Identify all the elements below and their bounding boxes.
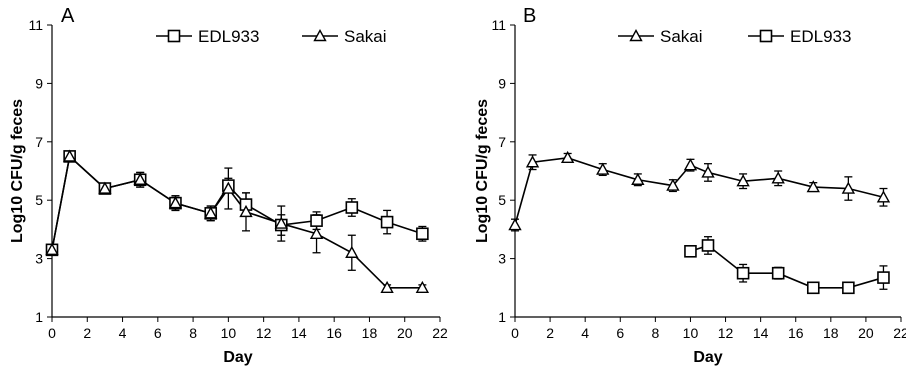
series-line-edl933	[51, 154, 423, 250]
data-point-sakai	[168, 196, 183, 209]
data-point-sakai	[736, 174, 750, 187]
x-tick-label: 12	[256, 325, 272, 341]
y-tick-label: 1	[498, 309, 506, 325]
x-tick-label: 0	[511, 325, 519, 341]
y-tick-label: 9	[498, 75, 506, 91]
data-point-sakai	[771, 171, 785, 184]
data-point-sakai	[841, 181, 856, 194]
x-tick-label: 6	[616, 325, 624, 341]
data-point-sakai	[508, 218, 522, 231]
x-tick-label: 12	[718, 325, 734, 341]
data-point-edl933	[877, 271, 890, 284]
y-tick-label: 3	[498, 251, 506, 267]
legend-label-sakai: Sakai	[344, 27, 387, 46]
x-tick-label: 22	[893, 325, 906, 341]
y-tick-label: 7	[498, 134, 506, 150]
y-tick-label: 5	[498, 192, 506, 208]
x-axis-label-b: Day	[693, 349, 722, 366]
x-tick-label: 10	[221, 325, 237, 341]
data-point-sakai	[221, 181, 236, 194]
y-axis-label-b: Log10 CFU/g feces	[474, 99, 491, 243]
data-point-edl933	[684, 245, 697, 258]
x-tick-label: 22	[432, 325, 448, 341]
legend-entry-sakai: Sakai	[302, 27, 387, 46]
series-line-sakai	[51, 154, 423, 289]
data-point-sakai	[560, 150, 575, 164]
data-point-edl933	[345, 201, 359, 214]
data-point-edl933	[806, 281, 820, 295]
x-tick-label: 16	[326, 325, 342, 341]
data-point-sakai	[204, 206, 218, 219]
panel-label-b: B	[523, 5, 536, 27]
x-tick-label: 20	[858, 325, 874, 341]
y-tick-label: 9	[35, 75, 43, 91]
data-point-sakai	[274, 216, 288, 229]
data-point-sakai	[683, 158, 698, 171]
data-point-edl933	[736, 266, 750, 280]
data-point-sakai	[415, 280, 430, 293]
y-tick-label: 7	[35, 134, 43, 150]
data-point-sakai	[62, 149, 77, 162]
x-tick-label: 18	[823, 325, 839, 341]
chart-panel-b: B Day Log10 CFU/g feces 0 2 4 6 8 10 12 14 16 18 2…	[474, 5, 906, 366]
legend-marker-sakai	[629, 29, 643, 42]
data-point-sakai	[380, 280, 394, 293]
data-point-edl933	[701, 239, 715, 252]
legend-entry-sakai: Sakai	[618, 27, 703, 46]
data-point-sakai	[596, 162, 610, 175]
data-point-edl933	[416, 227, 429, 241]
x-axis-label-a: Day	[223, 349, 252, 366]
data-point-sakai	[45, 242, 59, 256]
data-point-sakai	[525, 155, 540, 168]
y-tick-label: 3	[35, 251, 43, 267]
legend-label-edl933: EDL933	[198, 27, 259, 46]
legend-label-edl933: EDL933	[790, 27, 851, 46]
x-tick-label: 8	[189, 325, 197, 341]
x-tick-label: 18	[362, 325, 378, 341]
data-point-sakai	[345, 245, 359, 258]
data-point-sakai	[701, 165, 715, 178]
panel-label-a: A	[61, 5, 75, 27]
x-tick-label: 4	[581, 325, 589, 341]
series-line-edl933	[690, 244, 884, 289]
data-point-edl933	[380, 215, 394, 229]
x-tick-label: 14	[753, 325, 769, 341]
legend-label-sakai: Sakai	[660, 27, 703, 46]
legend-marker-edl933	[759, 29, 773, 43]
data-point-sakai	[309, 226, 324, 239]
y-tick-label: 11	[491, 17, 506, 33]
legend-entry-edl933: EDL933	[748, 27, 851, 46]
x-tick-label: 8	[651, 325, 659, 341]
legend-entry-edl933: EDL933	[156, 27, 259, 46]
data-point-sakai	[631, 172, 645, 185]
x-tick-label: 0	[48, 325, 56, 341]
x-tick-label: 14	[291, 325, 307, 341]
x-tick-label: 16	[788, 325, 804, 341]
x-tick-label: 2	[83, 325, 91, 341]
data-point-sakai	[806, 180, 820, 193]
x-tick-label: 6	[154, 325, 162, 341]
y-tick-label: 1	[35, 309, 43, 325]
series-line-sakai	[514, 157, 884, 226]
legend-marker-edl933	[167, 29, 181, 43]
legend-marker-sakai	[313, 29, 327, 42]
data-point-sakai	[666, 178, 680, 191]
data-point-sakai	[239, 204, 253, 218]
data-point-edl933	[310, 214, 323, 227]
data-point-sakai	[133, 172, 147, 185]
data-point-sakai	[876, 190, 891, 203]
data-point-sakai	[98, 181, 112, 194]
x-tick-label: 4	[119, 325, 127, 341]
y-tick-label: 11	[28, 17, 43, 33]
data-point-edl933	[771, 266, 785, 280]
y-tick-label: 5	[35, 192, 43, 208]
x-tick-label: 2	[546, 325, 554, 341]
x-tick-label: 20	[397, 325, 413, 341]
y-axis-label-a: Log10 CFU/g feces	[9, 99, 26, 243]
data-point-edl933	[842, 281, 855, 295]
chart-panel-a: A Day Log10 CFU/g feces 0 2 4 6 8 10 12 14 16 18 2…	[9, 5, 448, 366]
x-tick-label: 10	[683, 325, 699, 341]
